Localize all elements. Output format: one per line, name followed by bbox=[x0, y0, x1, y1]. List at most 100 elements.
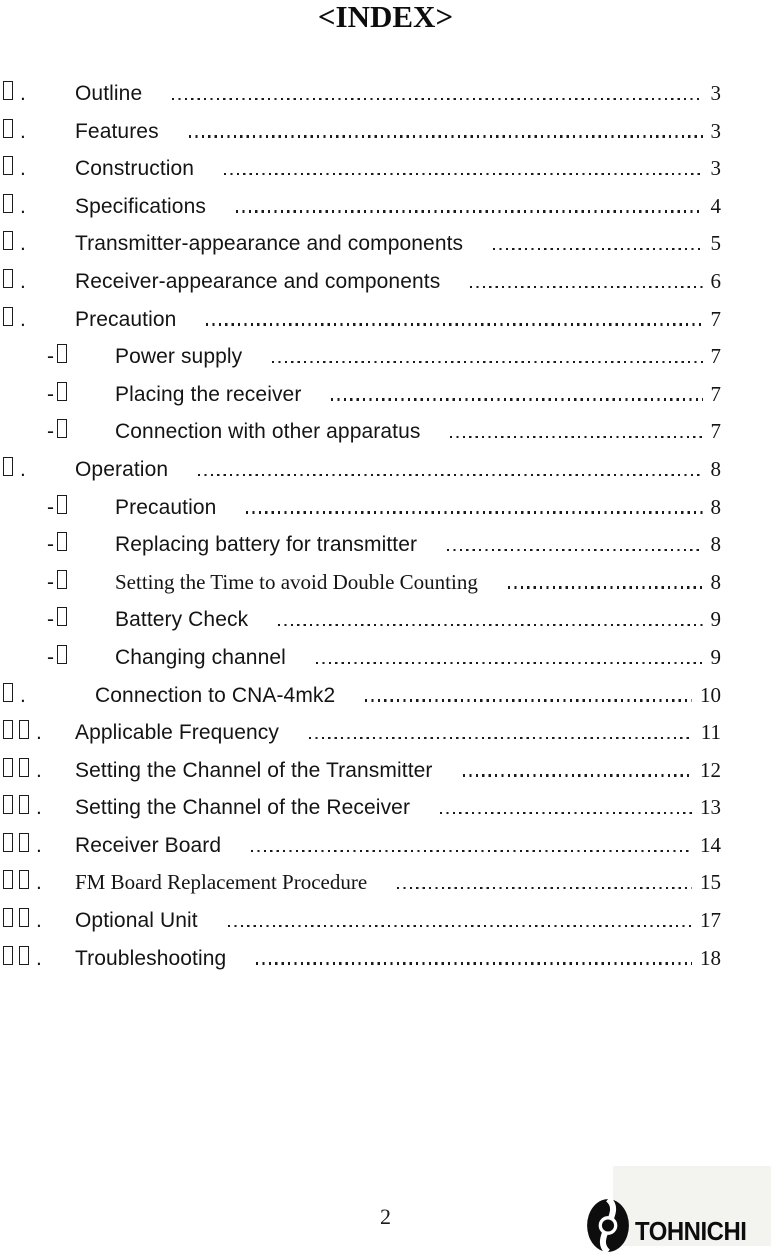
item-title: Precaution bbox=[75, 307, 177, 331]
toc-row: . Construction 3 bbox=[3, 153, 721, 191]
item-marker: . bbox=[3, 454, 75, 485]
tohnichi-emblem-icon bbox=[587, 1198, 629, 1253]
missing-glyph-box-icon bbox=[3, 268, 13, 288]
toc-row: - Placing the receiver 7 bbox=[3, 379, 721, 417]
missing-glyph-box-icon bbox=[19, 720, 29, 740]
missing-glyph-box-icon bbox=[19, 832, 29, 852]
toc-row: . Precaution 7 bbox=[3, 304, 721, 342]
item-marker: . bbox=[3, 266, 75, 297]
toc-row: . Setting the Channel of the Receiver 13 bbox=[3, 792, 721, 830]
item-title: Operation bbox=[75, 457, 169, 481]
page-number: 9 bbox=[710, 644, 722, 669]
marker-period: . bbox=[36, 946, 42, 970]
marker-period: . bbox=[36, 758, 42, 782]
toc-row: - Setting the Time to avoid Double Counti… bbox=[3, 567, 721, 605]
dot-leader bbox=[272, 360, 703, 364]
item-title: Power supply bbox=[115, 345, 243, 369]
page-number: 3 bbox=[710, 156, 722, 181]
item-title: Connection to CNA-4mk2 bbox=[95, 683, 336, 707]
missing-glyph-box-icon bbox=[57, 381, 67, 401]
page-number: 7 bbox=[710, 306, 722, 331]
toc-row: . Specifications 4 bbox=[3, 191, 721, 229]
item-marker: . bbox=[3, 228, 75, 259]
page-number: 13 bbox=[700, 795, 721, 820]
dot-leader bbox=[224, 172, 703, 176]
marker-period: . bbox=[36, 909, 42, 933]
page-number: 17 bbox=[700, 908, 721, 933]
missing-glyph-box-icon bbox=[3, 908, 13, 928]
item-marker: . bbox=[3, 304, 75, 335]
dot-leader bbox=[462, 774, 692, 777]
dot-leader bbox=[206, 323, 703, 326]
toc-row: - Battery Check 9 bbox=[3, 604, 721, 642]
item-marker: . bbox=[3, 78, 75, 109]
item-marker: - bbox=[3, 416, 115, 447]
missing-glyph-box-icon bbox=[3, 306, 13, 326]
item-title: Changing channel bbox=[115, 645, 286, 669]
missing-glyph-box-icon bbox=[3, 870, 13, 890]
page-number: 12 bbox=[700, 757, 721, 782]
item-marker: - bbox=[3, 492, 115, 523]
marker-hyphen: - bbox=[47, 382, 54, 406]
missing-glyph-box-icon bbox=[3, 682, 13, 702]
missing-glyph-box-icon bbox=[57, 419, 67, 439]
page-number: 7 bbox=[710, 381, 722, 406]
dot-leader bbox=[450, 436, 703, 439]
item-title: Setting the Channel of the Receiver bbox=[75, 796, 411, 820]
item-title: FM Board Replacement Procedure bbox=[75, 870, 368, 895]
item-marker: . bbox=[3, 717, 75, 748]
dot-leader bbox=[331, 398, 703, 401]
missing-glyph-box-icon bbox=[19, 795, 29, 815]
missing-glyph-box-icon bbox=[3, 118, 13, 138]
marker-period: . bbox=[20, 119, 26, 143]
item-title: Setting the Channel of the Transmitter bbox=[75, 758, 433, 782]
missing-glyph-box-icon bbox=[57, 532, 67, 552]
item-title: Features bbox=[75, 119, 159, 143]
marker-period: . bbox=[20, 232, 26, 256]
dot-leader bbox=[246, 511, 703, 514]
item-title: Applicable Frequency bbox=[75, 721, 279, 745]
missing-glyph-box-icon bbox=[3, 81, 13, 100]
missing-glyph-box-icon bbox=[3, 795, 13, 815]
page-number: 5 bbox=[710, 231, 722, 256]
toc-row: . Applicable Frequency 11 bbox=[3, 717, 721, 755]
missing-glyph-box-icon bbox=[19, 908, 29, 928]
page-number: 9 bbox=[710, 607, 722, 632]
item-title: Precaution bbox=[115, 495, 217, 519]
marker-hyphen: - bbox=[47, 345, 54, 369]
dot-leader bbox=[227, 924, 692, 928]
missing-glyph-box-icon bbox=[3, 832, 13, 852]
item-title: Battery Check bbox=[115, 608, 249, 632]
item-marker: . bbox=[3, 830, 75, 861]
missing-glyph-box-icon bbox=[3, 757, 13, 777]
missing-glyph-box-icon bbox=[3, 456, 13, 476]
missing-glyph-box-icon bbox=[3, 720, 13, 740]
brand-logo: TOHNICHI bbox=[586, 1198, 756, 1253]
toc-row: - Connection with other apparatus 7 bbox=[3, 416, 721, 454]
marker-period: . bbox=[36, 871, 42, 895]
toc-row: . Optional Unit 17 bbox=[3, 905, 721, 943]
missing-glyph-box-icon bbox=[3, 945, 13, 965]
logo-background-panel bbox=[613, 1166, 771, 1246]
item-title: Receiver-appearance and components bbox=[75, 269, 441, 293]
item-marker: . bbox=[3, 116, 75, 147]
toc-row: . Transmitter-appearance and components 5 bbox=[3, 228, 721, 266]
page-number: 4 bbox=[710, 193, 722, 218]
item-title: Receiver Board bbox=[75, 833, 222, 857]
item-marker: - bbox=[3, 604, 115, 635]
page-number: 6 bbox=[710, 268, 722, 293]
item-title: Specifications bbox=[75, 194, 206, 218]
dot-leader bbox=[440, 811, 692, 815]
missing-glyph-box-icon bbox=[57, 644, 67, 664]
marker-period: . bbox=[20, 307, 26, 331]
page-number: 8 bbox=[710, 494, 722, 519]
item-marker: . bbox=[3, 680, 75, 711]
dot-leader bbox=[447, 548, 703, 552]
missing-glyph-box-icon bbox=[3, 193, 13, 213]
missing-glyph-box-icon bbox=[3, 231, 13, 251]
dot-leader bbox=[507, 586, 703, 589]
toc-row: . Setting the Channel of the Transmitter 1… bbox=[3, 755, 721, 793]
dot-leader bbox=[470, 285, 703, 288]
dot-leader bbox=[397, 887, 692, 890]
item-title: Optional Unit bbox=[75, 909, 198, 933]
